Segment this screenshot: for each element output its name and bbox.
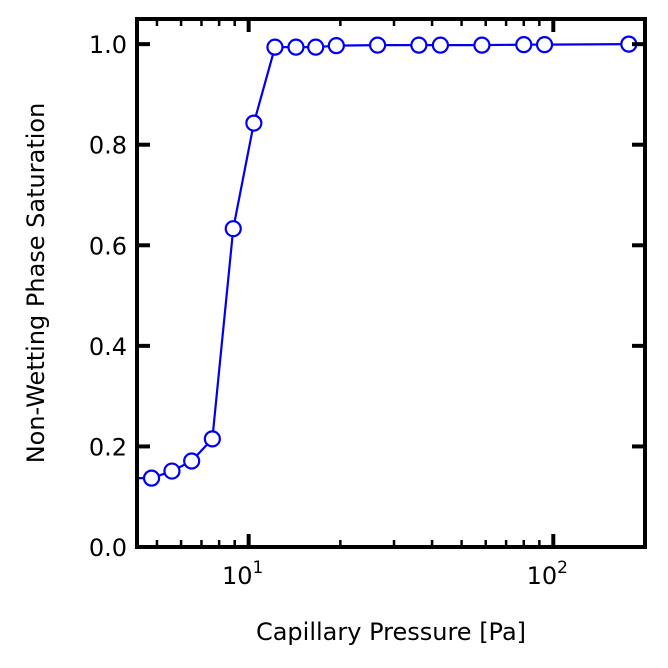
series-layer bbox=[137, 35, 645, 487]
y-axis-title: Non-Wetting Phase Saturation bbox=[22, 103, 50, 464]
data-point bbox=[410, 36, 428, 54]
x-axis-title: Capillary Pressure [Pa] bbox=[256, 618, 526, 646]
ticks-layer bbox=[137, 19, 645, 549]
y-tick-label: 0.6 bbox=[89, 232, 127, 260]
y-tick-label: 0.2 bbox=[89, 433, 127, 461]
data-point bbox=[473, 36, 491, 54]
data-point bbox=[368, 36, 387, 54]
data-point bbox=[245, 114, 263, 132]
y-tick-label: 0.4 bbox=[89, 333, 127, 361]
data-point bbox=[183, 452, 201, 470]
plot-frame bbox=[135, 17, 647, 549]
y-tick-label: 1.0 bbox=[89, 31, 127, 59]
x-tick-label: 102 bbox=[527, 558, 568, 590]
series-line bbox=[137, 43, 645, 480]
data-point bbox=[431, 36, 449, 54]
data-point bbox=[266, 38, 284, 56]
data-point bbox=[287, 38, 305, 56]
labels-layer: 0.0 0.2 0.4 0.6 0.8 1.0 101 102 bbox=[89, 31, 568, 590]
data-point bbox=[163, 462, 181, 480]
y-tick-label: 0.8 bbox=[89, 132, 127, 160]
data-point bbox=[535, 36, 554, 54]
data-point bbox=[515, 36, 533, 54]
data-point bbox=[307, 38, 325, 56]
data-point bbox=[327, 37, 345, 55]
x-tick-label: 101 bbox=[222, 558, 263, 590]
data-point bbox=[203, 430, 221, 448]
data-point bbox=[224, 220, 242, 238]
y-tick-label: 0.0 bbox=[89, 534, 127, 562]
data-point bbox=[142, 469, 161, 487]
